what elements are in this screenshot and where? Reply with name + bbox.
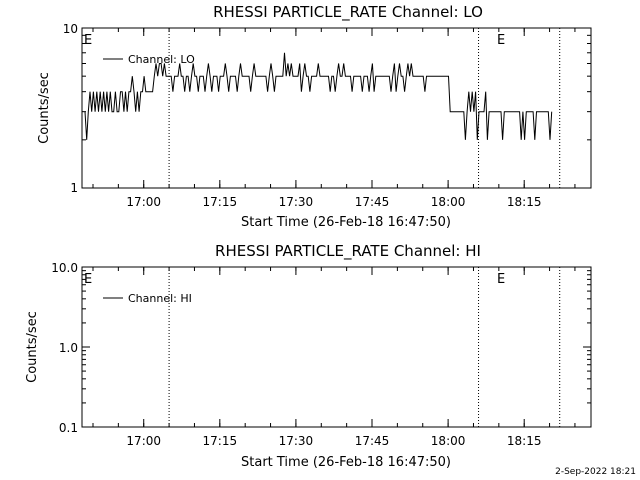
hi-plot-title: RHESSI PARTICLE_RATE Channel: HI bbox=[215, 242, 481, 261]
x-tick-label: 17:30 bbox=[279, 434, 314, 448]
lo-y-tick-label: 1 bbox=[70, 181, 78, 195]
x-tick-label: 18:00 bbox=[431, 434, 466, 448]
hi-channel-panel: RHESSI PARTICLE_RATE Channel: HI Counts/… bbox=[25, 242, 592, 470]
x-tick-label: 17:00 bbox=[126, 195, 161, 209]
hi-y-minor-ticks bbox=[82, 270, 591, 428]
x-tick-label: 17:45 bbox=[355, 195, 390, 209]
x-tick-label: 18:15 bbox=[507, 434, 542, 448]
hi-event-marker-label: E bbox=[84, 272, 92, 287]
lo-y-tick-label: 10 bbox=[63, 22, 78, 36]
hi-x-axis-label: Start Time (26-Feb-18 16:47:50) bbox=[241, 455, 451, 470]
hi-y-tick-label: 10.0 bbox=[51, 261, 78, 275]
hi-y-tick-label: 1.0 bbox=[59, 341, 78, 355]
hi-y-tick-label: 0.1 bbox=[59, 421, 78, 435]
series-line bbox=[84, 52, 553, 140]
x-tick-label: 18:15 bbox=[507, 195, 542, 209]
x-tick-label: 17:15 bbox=[203, 434, 238, 448]
hi-event-marker-label: E bbox=[497, 272, 505, 287]
lo-y-axis-label: Counts/sec bbox=[37, 72, 52, 144]
x-tick-label: 17:15 bbox=[203, 195, 238, 209]
x-tick-label: 18:00 bbox=[431, 195, 466, 209]
lo-channel-panel: RHESSI PARTICLE_RATE Channel: LO Counts/… bbox=[37, 3, 592, 230]
x-tick-label: 17:00 bbox=[126, 434, 161, 448]
lo-y-minor-ticks bbox=[82, 34, 591, 189]
lo-plot-title: RHESSI PARTICLE_RATE Channel: LO bbox=[213, 3, 483, 22]
lo-plot-frame bbox=[81, 27, 592, 189]
lo-legend-label: Channel: LO bbox=[128, 53, 195, 66]
lo-x-ticks: 17:00 17:15 17:30 17:45 18:00 18:15 bbox=[92, 28, 576, 209]
hi-legend-label: Channel: HI bbox=[128, 292, 192, 305]
lo-event-marker-label: E bbox=[84, 33, 92, 48]
lo-event-marker-label: E bbox=[497, 33, 505, 48]
lo-series bbox=[84, 52, 553, 140]
footer-timestamp: 2-Sep-2022 18:21 bbox=[555, 467, 636, 477]
hi-y-axis-label: Counts/sec bbox=[25, 311, 40, 383]
x-tick-label: 17:30 bbox=[279, 195, 314, 209]
lo-x-axis-label: Start Time (26-Feb-18 16:47:50) bbox=[241, 215, 451, 230]
x-tick-label: 17:45 bbox=[355, 434, 390, 448]
hi-x-ticks: 17:00 17:15 17:30 17:45 18:00 18:15 bbox=[92, 267, 576, 448]
